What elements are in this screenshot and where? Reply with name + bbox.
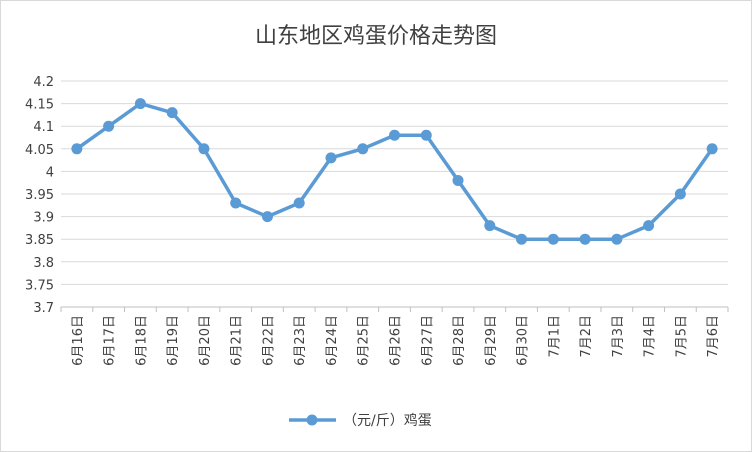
x-tick-label: 6月28日 xyxy=(452,315,467,366)
data-point xyxy=(293,197,305,209)
data-point xyxy=(134,98,146,110)
x-tick-label: 7月3日 xyxy=(611,315,626,358)
x-tick-label: 6月18日 xyxy=(134,315,149,366)
x-tick-label: 6月20日 xyxy=(198,315,213,366)
legend-series-label: （元/斤）鸡蛋 xyxy=(343,412,432,429)
data-point xyxy=(261,211,273,223)
data-point xyxy=(579,233,591,245)
y-tick-label: 4.2 xyxy=(33,75,54,90)
data-point xyxy=(611,233,623,245)
x-tick-label: 6月27日 xyxy=(420,315,435,366)
x-axis-ticks: 6月16日 6月17日 6月18日 6月19日 6月20日 6月21日 6月22日 6月23日… xyxy=(60,307,729,366)
y-tick-label: 4 xyxy=(46,165,54,180)
y-tick-label: 3.85 xyxy=(25,233,54,248)
x-tick-label: 6月30日 xyxy=(516,315,531,366)
y-tick-label: 4.05 xyxy=(25,143,54,158)
data-point xyxy=(484,220,496,232)
x-tick-label: 6月26日 xyxy=(389,315,404,366)
data-point xyxy=(516,233,528,245)
legend-series-marker xyxy=(306,414,318,426)
data-point xyxy=(420,129,432,141)
x-tick-label: 6月21日 xyxy=(230,315,245,366)
data-point xyxy=(71,143,83,155)
x-tick-label: 6月25日 xyxy=(357,315,372,366)
x-tick-label: 6月24日 xyxy=(325,315,340,366)
data-point xyxy=(452,174,464,186)
y-tick-label: 3.7 xyxy=(33,301,54,316)
data-point xyxy=(357,143,369,155)
y-tick-label: 3.75 xyxy=(25,278,54,293)
x-tick-label: 6月29日 xyxy=(484,315,499,366)
series xyxy=(71,98,718,245)
x-tick-label: 6月22日 xyxy=(261,315,276,366)
data-point xyxy=(230,197,242,209)
y-tick-label: 4.1 xyxy=(33,120,54,135)
legend: （元/斤）鸡蛋 xyxy=(289,412,432,429)
y-axis-ticks: 3.7 3.75 3.8 3.85 3.9 3.95 4 4.05 4.1 4.15 4.2 xyxy=(25,75,54,316)
x-tick-label: 6月17日 xyxy=(103,315,118,366)
y-tick-label: 3.95 xyxy=(25,188,54,203)
y-tick-label: 4.15 xyxy=(25,98,54,113)
y-tick-label: 3.8 xyxy=(33,256,54,271)
gridlines xyxy=(61,80,728,308)
data-point xyxy=(706,143,718,155)
x-tick-label: 6月19日 xyxy=(166,315,181,366)
data-point xyxy=(103,120,115,132)
data-point xyxy=(166,107,178,119)
x-tick-label: 7月1日 xyxy=(547,315,562,358)
data-point xyxy=(325,152,337,164)
x-tick-label: 7月6日 xyxy=(706,315,721,358)
x-tick-label: 7月4日 xyxy=(643,315,658,358)
data-point xyxy=(643,220,655,232)
x-tick-label: 6月16日 xyxy=(71,315,86,366)
data-point xyxy=(389,129,400,141)
x-tick-label: 6月23日 xyxy=(293,315,308,366)
data-point xyxy=(674,188,686,200)
data-point xyxy=(198,143,210,155)
x-tick-label: 7月5日 xyxy=(674,315,689,358)
y-tick-label: 3.9 xyxy=(33,211,54,226)
data-point xyxy=(547,233,559,245)
x-tick-label: 7月2日 xyxy=(579,315,594,358)
chart-title: 山东地区鸡蛋价格走势图 xyxy=(255,24,497,49)
